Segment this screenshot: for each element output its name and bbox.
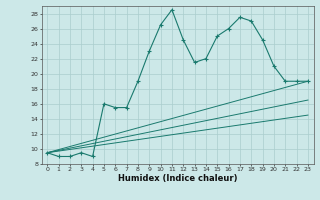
X-axis label: Humidex (Indice chaleur): Humidex (Indice chaleur)	[118, 174, 237, 183]
